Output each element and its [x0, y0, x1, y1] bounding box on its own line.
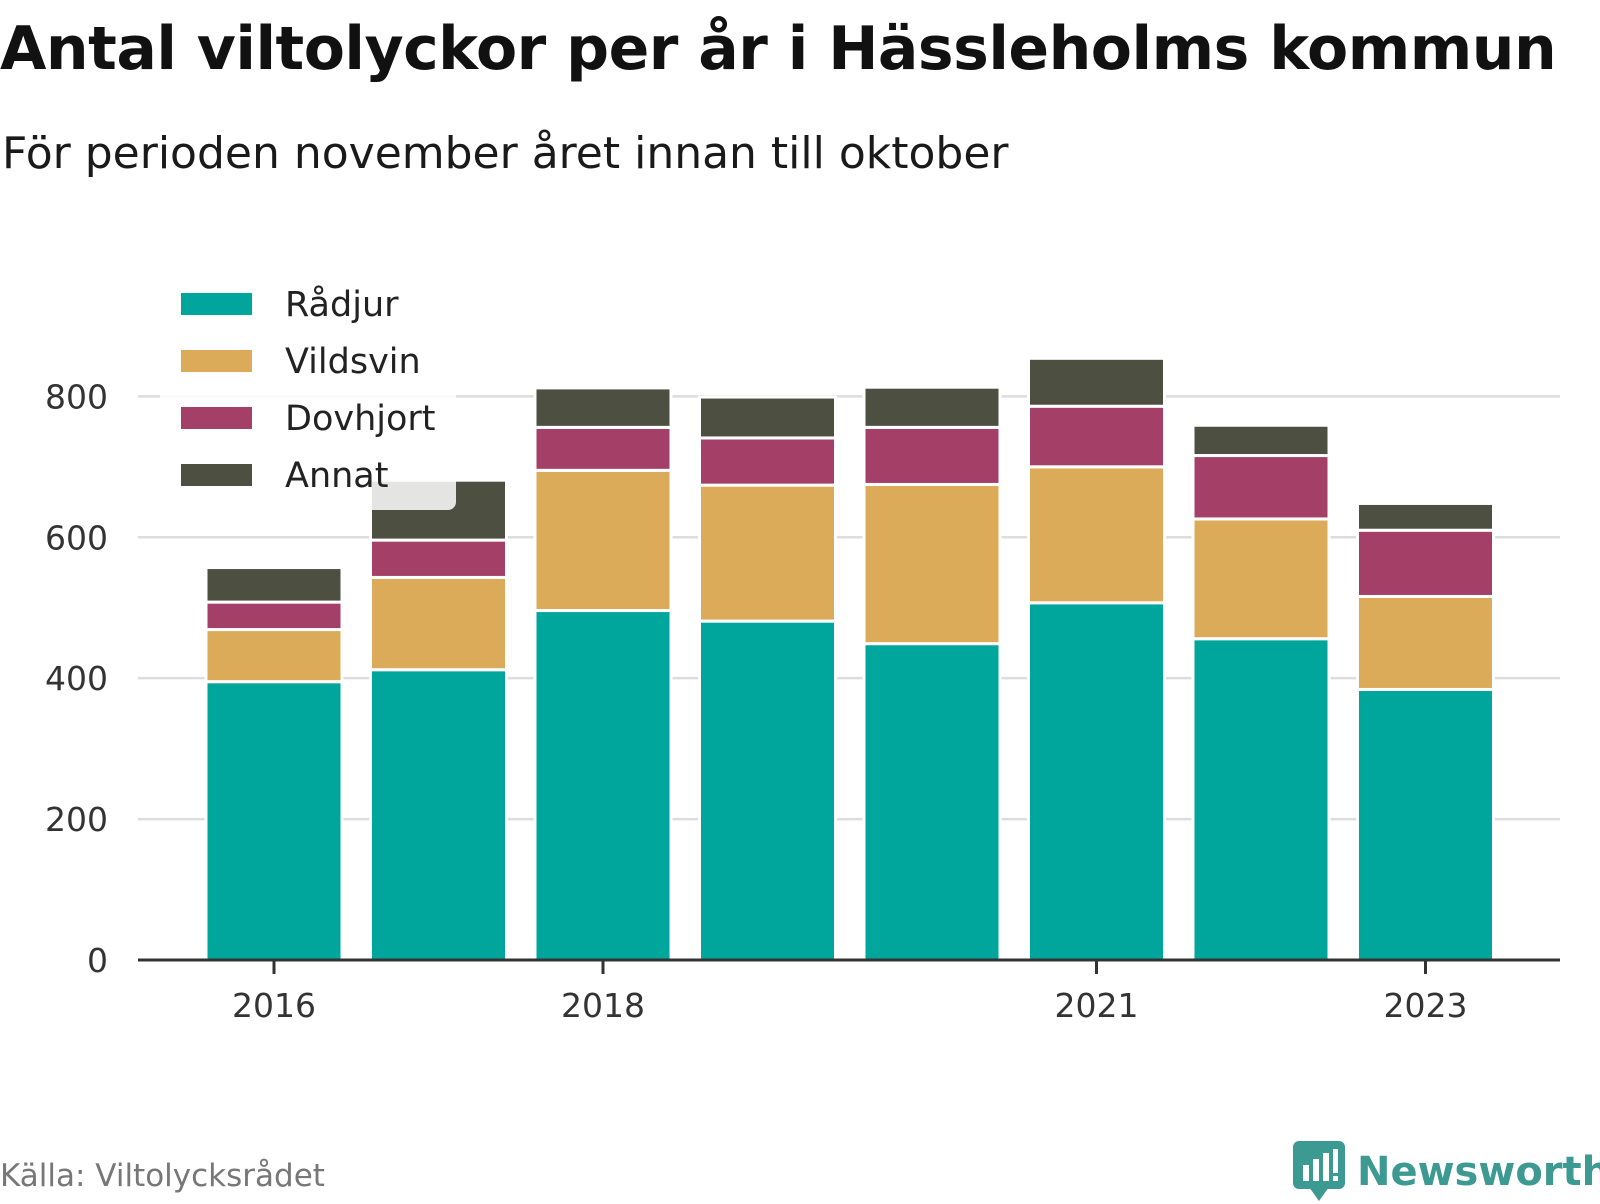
legend-swatch-dovhjort: [181, 407, 252, 429]
bar-dovhjort-2020: [862, 425, 1002, 486]
bar-rådjur-2020: [862, 642, 1002, 962]
bar-rådjur-2018: [533, 609, 673, 962]
bar-dovhjort-2017: [369, 538, 508, 579]
bar-rådjur-2017: [369, 668, 508, 962]
bar-annat-2021: [1027, 356, 1166, 408]
bar-annat-2019: [698, 395, 837, 440]
chart-title: Antal viltolyckor per år i Hässleholms k…: [0, 14, 1557, 84]
bar-vildsvin-2018: [533, 468, 673, 613]
x-axis: 2016 2018 2021 2023: [138, 958, 1560, 1025]
bar-dovhjort-2019: [698, 436, 837, 487]
bar-annat-2023: [1356, 501, 1495, 532]
legend: Rådjur Vildsvin Dovhjort Annat: [160, 278, 456, 510]
legend-label-annat: Annat: [285, 456, 388, 496]
bar-vildsvin-2020: [862, 482, 1002, 646]
bar-vildsvin-2017: [369, 575, 508, 672]
bar-rådjur-2022: [1191, 637, 1331, 962]
legend-swatch-annat: [181, 464, 252, 486]
bars: [204, 356, 1495, 962]
legend-label-dovhjort: Dovhjort: [285, 399, 436, 439]
newsworthy-logo-icon: [1293, 1141, 1345, 1201]
x-tick-label: 2018: [561, 986, 645, 1025]
x-tick-label: 2016: [232, 986, 316, 1025]
legend-label-rådjur: Rådjur: [285, 284, 399, 325]
bar-vildsvin-2021: [1027, 465, 1166, 605]
y-axis-labels: 0 200 400 600 800: [45, 377, 108, 980]
y-tick-label: 600: [45, 518, 108, 557]
x-tick-label: 2023: [1384, 986, 1468, 1025]
chart-subtitle: För perioden november året innan till ok…: [2, 128, 1009, 179]
y-tick-label: 800: [45, 377, 108, 416]
brand-name: Newsworthy: [1357, 1149, 1600, 1195]
bar-vildsvin-2022: [1191, 517, 1331, 641]
bar-annat-2020: [862, 385, 1002, 429]
bar-dovhjort-2023: [1356, 528, 1495, 598]
bar-dovhjort-2016: [204, 600, 344, 632]
bar-dovhjort-2018: [533, 425, 673, 472]
bar-rådjur-2023: [1356, 687, 1495, 962]
bar-vildsvin-2023: [1356, 594, 1495, 691]
bar-annat-2016: [204, 566, 344, 604]
legend-swatch-rådjur: [181, 293, 252, 315]
bar-rådjur-2019: [698, 619, 837, 962]
bar-annat-2022: [1191, 423, 1331, 458]
y-tick-label: 200: [45, 800, 108, 839]
y-tick-label: 0: [87, 941, 108, 980]
brand-logo: Newsworthy: [1293, 1140, 1600, 1204]
bar-dovhjort-2022: [1191, 454, 1331, 521]
x-tick-label: 2021: [1055, 986, 1139, 1025]
source-note: Källa: Viltolycksrådet: [0, 1158, 325, 1194]
bar-vildsvin-2016: [204, 628, 344, 684]
legend-label-vildsvin: Vildsvin: [285, 342, 421, 382]
bar-annat-2018: [533, 386, 673, 429]
bar-vildsvin-2019: [698, 483, 837, 623]
y-tick-label: 400: [45, 659, 108, 698]
bar-dovhjort-2021: [1027, 404, 1166, 469]
bar-rådjur-2021: [1027, 601, 1166, 962]
legend-box: [160, 278, 456, 510]
legend-swatch-vildsvin: [181, 350, 252, 372]
bar-rådjur-2016: [204, 680, 344, 962]
